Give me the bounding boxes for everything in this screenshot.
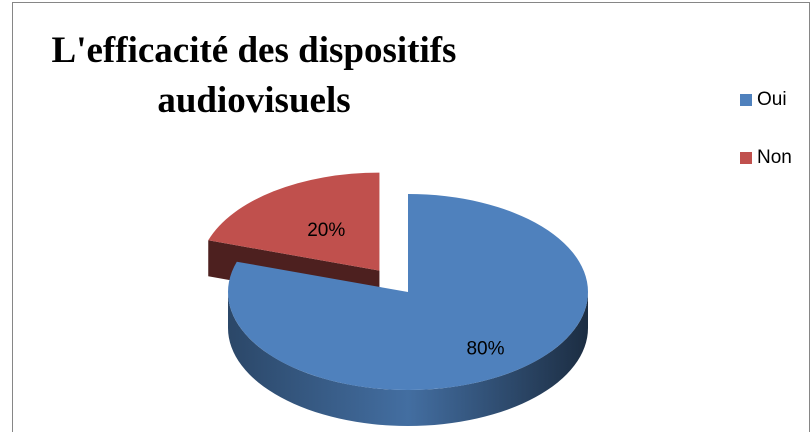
data-label: 20% [307, 220, 345, 241]
legend-label: Oui [757, 89, 787, 110]
slice-wall [228, 292, 588, 426]
slice [208, 172, 380, 271]
chart-title: L'efficacité des dispositifs audiovisuel… [51, 30, 457, 121]
chart-frame [12, 2, 810, 432]
legend-swatch [740, 152, 752, 164]
data-label: 80% [466, 339, 504, 360]
legend-label: Non [757, 147, 792, 168]
slice [228, 194, 588, 390]
legend-swatch [740, 94, 752, 106]
